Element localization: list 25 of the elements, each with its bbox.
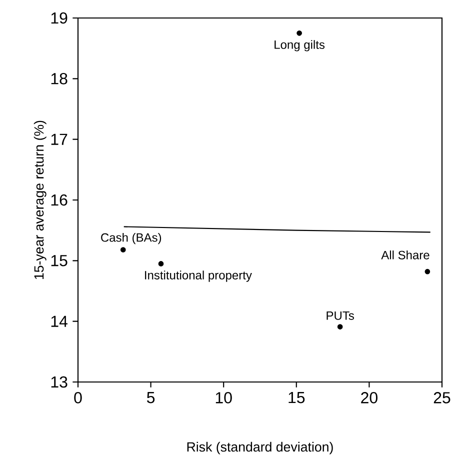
x-tick-label: 25 bbox=[434, 392, 450, 404]
y-tick-label: 18 bbox=[51, 73, 68, 84]
annotation: Cash (BAs) bbox=[101, 232, 162, 244]
y-tick-label: 14 bbox=[51, 316, 68, 327]
x-tick-label: 15 bbox=[288, 392, 305, 404]
y-tick-label: 15 bbox=[51, 255, 68, 266]
x-tick-label: 20 bbox=[361, 392, 378, 404]
annotation: PUTs bbox=[326, 311, 354, 320]
y-tick-label: 19 bbox=[51, 12, 68, 24]
x-tick-label: 10 bbox=[216, 392, 232, 404]
y-tick-label: 13 bbox=[51, 376, 68, 388]
x-tick-label: 0 bbox=[74, 392, 82, 404]
point bbox=[296, 30, 302, 36]
annotation: Long gilts bbox=[274, 40, 325, 52]
point bbox=[158, 261, 164, 266]
point bbox=[424, 268, 430, 274]
y-tick-label: 16 bbox=[51, 194, 68, 206]
point bbox=[120, 247, 126, 252]
annotation: Institutional property bbox=[145, 270, 252, 282]
annotation: All Share bbox=[381, 250, 430, 260]
x-tick-label: 5 bbox=[146, 392, 155, 404]
x-axis-title: Risk (standard deviation) bbox=[187, 442, 333, 454]
y-tick-label: 17 bbox=[51, 134, 68, 145]
y-axis-title: 15-year average return (%) bbox=[34, 120, 46, 280]
point bbox=[337, 324, 343, 330]
